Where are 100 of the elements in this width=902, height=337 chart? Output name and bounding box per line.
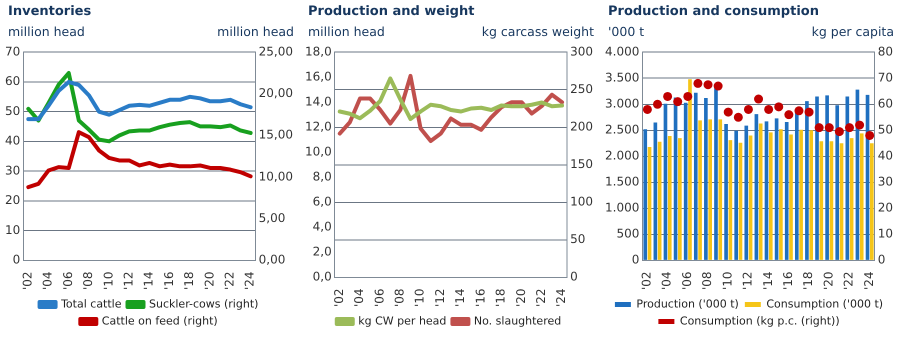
y2-tick-label: 60 bbox=[878, 96, 894, 110]
y2-tick-label: 0,00 bbox=[258, 252, 286, 267]
point bbox=[804, 108, 814, 117]
x-tick-label: '12 bbox=[432, 288, 447, 308]
y-tick-label: 10 bbox=[4, 222, 20, 237]
bar bbox=[748, 135, 752, 260]
bar bbox=[718, 119, 722, 260]
x-tick-label: '20 bbox=[821, 271, 836, 290]
bar bbox=[809, 130, 814, 260]
x-tick-label: '14 bbox=[760, 271, 775, 290]
bar bbox=[870, 143, 874, 260]
y-tick-label: 2.000 bbox=[604, 148, 640, 162]
y-tick-label: 16,0 bbox=[305, 69, 332, 84]
y-tick-label: 0 bbox=[12, 252, 20, 267]
bar bbox=[774, 118, 778, 260]
y-axis-title: million head bbox=[8, 24, 85, 41]
y2-tick-label: 70 bbox=[878, 70, 894, 84]
bar bbox=[704, 98, 708, 260]
x-tick-label: '08 bbox=[81, 271, 96, 290]
bar bbox=[846, 96, 850, 260]
x-tick-label: '18 bbox=[494, 288, 508, 308]
y-tick-label: 14,0 bbox=[305, 94, 332, 108]
bar bbox=[779, 129, 783, 260]
y2-tick-label: 10,00 bbox=[258, 169, 294, 184]
bar bbox=[724, 124, 728, 260]
y2-tick-label: 20,00 bbox=[258, 86, 294, 100]
y-tick-label: 2.500 bbox=[604, 122, 640, 136]
y-tick-label: 20 bbox=[4, 193, 20, 208]
y-tick-label: 70 bbox=[4, 44, 20, 58]
bar bbox=[698, 120, 702, 260]
legend-label: Consumption ('000 t) bbox=[766, 297, 884, 310]
x-tick-label: '06 bbox=[60, 271, 75, 290]
y-tick-label: 1.500 bbox=[604, 174, 640, 188]
y-tick-label: 1.000 bbox=[604, 200, 640, 214]
y-tick-label: 0,0 bbox=[312, 270, 332, 284]
bar bbox=[754, 114, 758, 260]
y2-tick-label: 15,00 bbox=[258, 128, 294, 142]
y-tick-label: 6,0 bbox=[312, 194, 332, 208]
point bbox=[693, 78, 702, 88]
bar bbox=[728, 140, 732, 260]
point bbox=[724, 108, 733, 117]
bar bbox=[654, 122, 658, 260]
bar bbox=[648, 146, 652, 260]
y2-tick-label: 5,00 bbox=[258, 210, 286, 225]
bar bbox=[789, 134, 793, 260]
y-tick-label: 3.500 bbox=[604, 70, 640, 84]
bar bbox=[866, 94, 870, 260]
x-tick-label: '04 bbox=[40, 271, 55, 290]
point bbox=[704, 80, 713, 90]
x-tick-label: '06 bbox=[680, 271, 694, 290]
point bbox=[814, 123, 824, 132]
point bbox=[855, 120, 864, 130]
y2-tick-label: 0 bbox=[570, 270, 578, 284]
y2-tick-label: 200 bbox=[570, 119, 593, 134]
x-tick-label: '24 bbox=[242, 271, 257, 290]
y-tick-label: 18,0 bbox=[305, 44, 332, 58]
y2-axis-title: million head bbox=[217, 24, 294, 41]
y-axis-title: '000 t bbox=[608, 24, 644, 41]
x-tick-label: '20 bbox=[514, 288, 528, 308]
y-tick-label: 60 bbox=[4, 74, 20, 88]
chart-title: Inventories bbox=[8, 4, 92, 21]
y-tick-label: 30 bbox=[4, 163, 20, 178]
x-tick-label: '16 bbox=[162, 271, 176, 290]
x-tick-label: '12 bbox=[740, 271, 755, 290]
bar bbox=[856, 90, 860, 260]
x-tick-label: '22 bbox=[534, 288, 548, 308]
bar bbox=[764, 121, 768, 260]
x-tick-label: '06 bbox=[372, 288, 386, 308]
bar bbox=[668, 136, 672, 260]
legend-label: Suckler-cows (right) bbox=[149, 297, 258, 310]
x-tick-label: '16 bbox=[780, 271, 795, 290]
point bbox=[834, 127, 844, 136]
y-axis-title: million head bbox=[308, 24, 385, 41]
point bbox=[865, 130, 874, 140]
y-tick-label: 8,0 bbox=[312, 169, 332, 184]
point bbox=[784, 110, 794, 120]
y2-tick-label: 250 bbox=[570, 82, 593, 96]
y-tick-label: 3.000 bbox=[604, 96, 640, 110]
bar bbox=[694, 92, 698, 260]
bar bbox=[835, 105, 840, 260]
x-tick-label: '12 bbox=[121, 271, 136, 290]
x-tick-label: '14 bbox=[453, 288, 468, 308]
bar bbox=[758, 124, 763, 260]
bar bbox=[768, 132, 773, 260]
y-tick-label: 50 bbox=[4, 104, 20, 118]
bar bbox=[664, 104, 668, 260]
bar bbox=[860, 133, 864, 260]
bar bbox=[674, 97, 678, 260]
x-tick-label: '22 bbox=[842, 271, 856, 290]
y2-tick-label: 0 bbox=[878, 252, 886, 267]
bar bbox=[678, 138, 682, 260]
bar bbox=[738, 142, 742, 260]
x-tick-label: '02 bbox=[332, 288, 346, 308]
y-tick-label: 4.000 bbox=[604, 44, 640, 58]
y2-tick-label: 10 bbox=[878, 226, 894, 241]
y2-tick-label: 150 bbox=[570, 156, 593, 171]
point bbox=[794, 106, 804, 116]
x-tick-label: '02 bbox=[640, 271, 654, 290]
point bbox=[663, 92, 672, 101]
x-tick-label: '20 bbox=[202, 271, 216, 290]
